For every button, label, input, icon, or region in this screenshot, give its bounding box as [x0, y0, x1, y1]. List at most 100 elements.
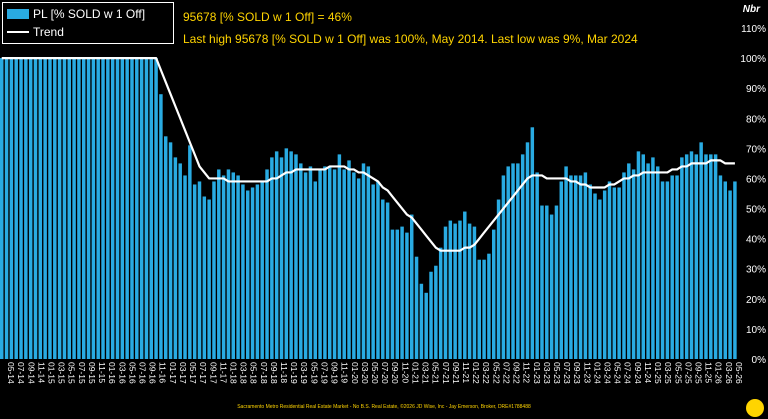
trend-series	[1, 56, 735, 252]
bar	[699, 142, 703, 359]
bar	[72, 58, 76, 360]
x-tick-label: 03-22	[481, 362, 491, 384]
bar	[564, 166, 568, 359]
x-axis: 05-14 07-14 09-14 11-14 01-15 03-15 05-15 07-15…	[6, 362, 744, 384]
bar	[274, 151, 279, 359]
bar	[554, 205, 559, 359]
bar	[226, 169, 231, 359]
y-axis: 0% 10% 20% 30% 40% 50% 60% 70% 80% 90% 100% 110%	[740, 24, 766, 366]
x-tick-label: 03-21	[421, 362, 431, 384]
bar	[607, 181, 612, 359]
legend-item-bars: PL [% SOLD w 1 Off]	[7, 6, 145, 22]
bar	[458, 220, 462, 359]
bar	[530, 127, 535, 359]
x-tick-label: 03-23	[542, 362, 552, 384]
bar	[255, 184, 260, 359]
x-tick-label: 07-25	[683, 362, 693, 384]
y-tick-label: 70%	[746, 144, 766, 155]
bar	[265, 169, 269, 359]
bar	[323, 166, 327, 359]
x-tick-label: 03-17	[178, 362, 188, 384]
x-tick-label: 05-22	[491, 362, 501, 384]
bar	[390, 229, 395, 359]
y-tick-label: 80%	[746, 114, 766, 125]
bar	[149, 58, 153, 360]
bar	[120, 58, 125, 360]
bar	[303, 172, 308, 359]
bar	[545, 205, 549, 359]
bar	[86, 58, 91, 360]
bar	[352, 172, 356, 359]
x-tick-label: 09-14	[26, 362, 36, 384]
bar	[438, 247, 443, 359]
bar	[675, 175, 679, 359]
bar	[356, 178, 361, 359]
x-tick-label: 09-17	[208, 362, 218, 384]
x-tick-label: 01-26	[714, 362, 724, 384]
bar	[684, 154, 689, 359]
bar	[588, 184, 592, 359]
bar	[212, 181, 216, 359]
x-tick-label: 07-16	[137, 362, 147, 384]
x-tick-label: 07-23	[562, 362, 572, 384]
bar	[723, 181, 727, 359]
bar	[496, 199, 501, 359]
x-tick-label: 07-19	[319, 362, 329, 384]
bar	[670, 175, 674, 359]
x-tick-label: 05-15	[67, 362, 77, 384]
x-tick-label: 11-20	[400, 362, 410, 383]
bar	[709, 154, 713, 359]
x-tick-label: 07-22	[501, 362, 511, 384]
x-tick-label: 09-23	[572, 362, 582, 384]
bar	[48, 58, 52, 360]
y-tick-label: 30%	[746, 265, 766, 276]
x-tick-label: 11-17	[218, 362, 228, 383]
bar	[631, 169, 636, 359]
x-tick-label: 07-17	[198, 362, 208, 384]
bar	[101, 58, 105, 360]
bar	[371, 184, 375, 359]
x-tick-label: 01-22	[471, 362, 481, 384]
x-tick-label: 11-19	[340, 362, 350, 383]
x-tick-label: 11-16	[158, 362, 168, 383]
bar	[164, 136, 168, 359]
bar	[217, 169, 221, 359]
bar	[241, 184, 245, 359]
bar	[236, 175, 240, 359]
legend-trend-swatch	[7, 31, 29, 33]
x-tick-label: 03-15	[57, 362, 67, 384]
bar	[612, 187, 617, 359]
bar	[347, 160, 351, 359]
bar	[250, 187, 255, 359]
x-tick-label: 11-18	[279, 362, 289, 383]
x-tick-label: 01-23	[532, 362, 542, 384]
x-tick-label: 09-22	[512, 362, 522, 384]
x-tick-label: 09-20	[390, 362, 400, 384]
bar	[429, 271, 433, 359]
bar	[197, 181, 202, 359]
bar	[733, 181, 737, 359]
bar	[540, 205, 544, 359]
bar	[279, 157, 284, 359]
bar	[492, 229, 496, 359]
bar	[467, 223, 472, 359]
x-tick-label: 11-21	[461, 362, 471, 383]
bar	[24, 58, 28, 360]
bar	[246, 190, 250, 359]
bar	[308, 166, 313, 359]
legend: PL [% SOLD w 1 Off] Trend	[2, 2, 174, 44]
legend-bar-label: PL [% SOLD w 1 Off]	[33, 7, 146, 21]
bar	[665, 181, 670, 359]
bar	[313, 181, 317, 359]
bar	[511, 163, 515, 359]
bar	[414, 256, 419, 359]
bar	[443, 226, 448, 359]
bar	[318, 169, 322, 359]
bar	[110, 58, 115, 360]
bar	[559, 181, 563, 359]
bar	[115, 58, 120, 360]
x-tick-label: 07-24	[623, 362, 633, 384]
x-tick-label: 03-18	[239, 362, 249, 384]
bar	[525, 142, 530, 359]
x-tick-label: 07-15	[77, 362, 87, 384]
